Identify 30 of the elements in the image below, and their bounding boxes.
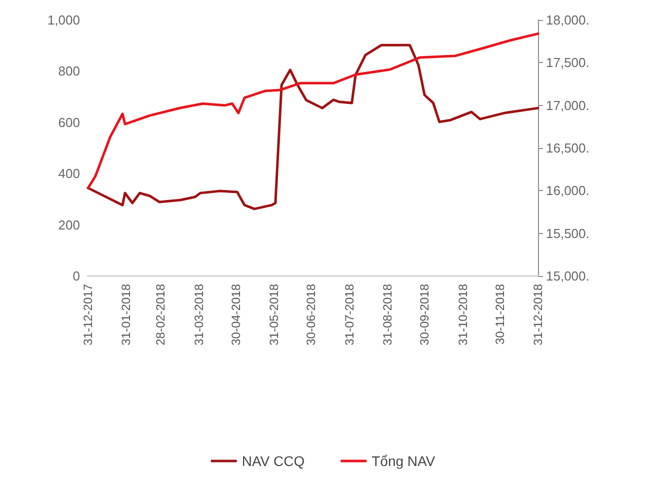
x-tick-label: 30-09-2018: [418, 284, 432, 346]
x-tick-label: 31-01-2018: [119, 284, 134, 346]
y-tick-label: 200: [58, 217, 80, 232]
x-tick-label: 31-07-2018: [342, 284, 356, 346]
legend-label: Tổng NAV: [372, 453, 436, 469]
y-tick-label: 400: [58, 166, 80, 182]
x-tick-label: 31-08-2018: [380, 284, 395, 346]
y-tick-label: 1,000: [47, 12, 80, 28]
y2-tick-label: 18,000.: [546, 12, 590, 28]
y-tick-label: 800: [58, 64, 80, 79]
line-series: [86, 44, 540, 210]
y-tick-label: 600: [58, 114, 80, 130]
y2-tick-label: 17,000.: [546, 98, 590, 113]
x-tick-label: 31-12-2018: [531, 284, 545, 346]
x-tick-label: 31-03-2018: [192, 284, 206, 346]
x-tick-label: 30-04-2018: [228, 284, 243, 346]
y2-tick-label: 17,500.: [546, 55, 590, 70]
x-tick-label: 31-12-2017: [81, 284, 95, 346]
x-tick-label: 31-10-2018: [456, 284, 470, 346]
line-series: [86, 32, 540, 190]
x-tick-label: 28-02-2018: [154, 284, 168, 346]
x-tick-label: 30-06-2018: [304, 284, 318, 346]
y2-tick-label: 16,500.: [546, 140, 590, 156]
legend-label: NAV CCQ: [242, 453, 305, 469]
y2-tick-label: 15,000.: [546, 268, 590, 284]
x-tick-label: 30-11-2018: [492, 284, 507, 344]
y2-tick-label: 15,500.: [546, 226, 590, 241]
y2-tick-label: 16,000.: [546, 183, 590, 198]
x-tick-label: 31-05-2018: [267, 284, 282, 346]
y-tick-label: 0: [72, 268, 80, 284]
